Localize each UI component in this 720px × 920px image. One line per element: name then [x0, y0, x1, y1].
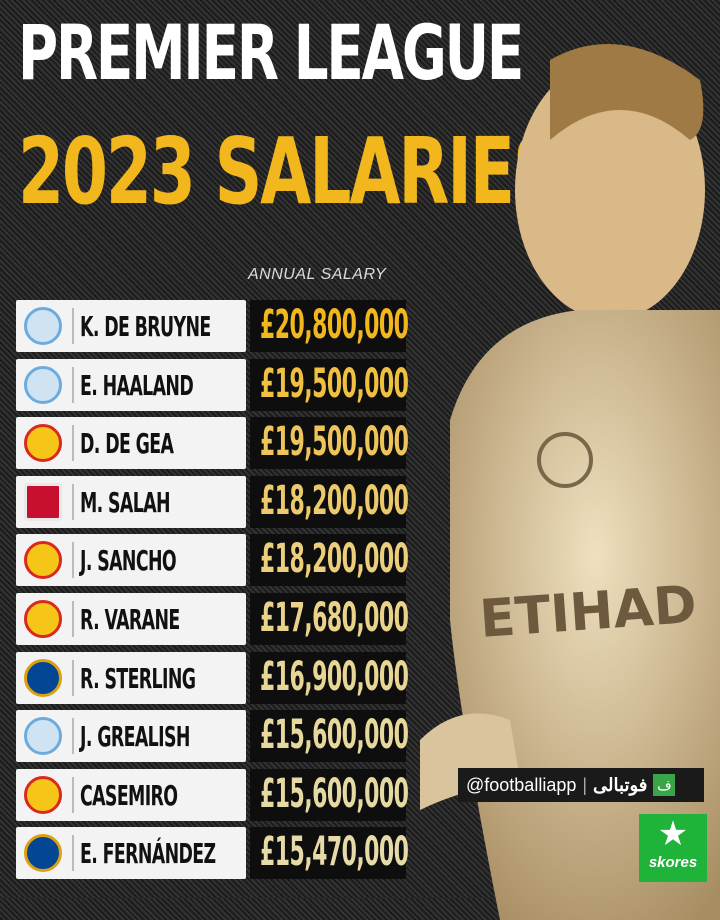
- divider: [72, 483, 74, 520]
- salary-row: E. HAALAND £19,500,000: [16, 358, 409, 411]
- player-name-box: M. SALAH: [16, 475, 246, 528]
- divider: [72, 835, 74, 872]
- salary-value: £15,470,000: [260, 829, 409, 876]
- salary-box: £18,200,000: [250, 534, 409, 587]
- player-name-box: E. HAALAND: [16, 358, 246, 411]
- salary-box: £15,600,000: [250, 710, 409, 763]
- title-line-1: PREMIER LEAGUE: [18, 8, 524, 97]
- salary-value: £15,600,000: [260, 770, 409, 817]
- player-name-box: J. SANCHO: [16, 534, 246, 587]
- salary-value: £18,200,000: [260, 477, 409, 524]
- man-utd-crest-icon: [24, 424, 62, 463]
- salary-row: R. STERLING £16,900,000: [16, 651, 409, 704]
- man-city-crest-icon: [24, 717, 62, 756]
- salary-value: £20,800,000: [260, 302, 409, 348]
- man-city-crest-icon: [24, 307, 62, 345]
- salary-box: £17,680,000: [250, 593, 409, 645]
- chelsea-crest-icon: [24, 658, 62, 697]
- skores-logo: ★ skores: [639, 814, 707, 882]
- salary-value: £19,500,000: [260, 419, 409, 466]
- watermark-handle: @footballiapp: [466, 774, 577, 795]
- footballi-logo-icon: ف: [653, 774, 676, 796]
- player-photo: ETIHAD: [420, 44, 720, 920]
- divider: [72, 776, 74, 813]
- salary-row: E. FERNÁNDEZ £15,470,000: [16, 827, 409, 880]
- skores-label: skores: [648, 854, 698, 871]
- player-name: M. SALAH: [80, 485, 171, 519]
- salary-box: £19,500,000: [250, 417, 409, 470]
- player-name-box: K. DE BRUYNE: [16, 300, 246, 352]
- player-name: J. GREALISH: [80, 720, 190, 754]
- man-utd-crest-icon: [24, 600, 62, 638]
- divider: [72, 366, 74, 403]
- salary-row: CASEMIRO £15,600,000: [16, 768, 409, 821]
- player-name-box: R. STERLING: [16, 651, 246, 704]
- salary-box: £15,600,000: [250, 768, 409, 821]
- watermark-brand: فوتبالی: [593, 774, 648, 795]
- salary-box: £19,500,000: [250, 358, 409, 411]
- salary-value: £15,600,000: [260, 712, 409, 759]
- salary-box: £20,800,000: [250, 300, 409, 352]
- title-line-2: 2023 SALARIES: [18, 118, 561, 225]
- player-name: E. HAALAND: [80, 368, 194, 402]
- player-name: J. SANCHO: [80, 544, 177, 578]
- salary-value: £18,200,000: [260, 536, 409, 583]
- player-name-box: J. GREALISH: [16, 710, 246, 763]
- salary-value: £17,680,000: [260, 595, 409, 641]
- divider: [72, 308, 74, 344]
- salary-box: £18,200,000: [250, 475, 409, 528]
- player-name-box: D. DE GEA: [16, 417, 246, 470]
- footballi-watermark: @footballiapp | فوتبالی ف: [458, 768, 704, 802]
- man-utd-crest-icon: [24, 541, 62, 580]
- liverpool-crest-icon: [24, 482, 62, 521]
- player-name: D. DE GEA: [80, 427, 174, 461]
- divider: [72, 659, 74, 696]
- player-name-box: CASEMIRO: [16, 768, 246, 821]
- divider: [72, 601, 74, 637]
- salary-row: K. DE BRUYNE £20,800,000: [16, 300, 409, 352]
- man-city-crest-icon: [24, 365, 62, 404]
- column-header-annual-salary: ANNUAL SALARY: [248, 266, 387, 283]
- salary-box: £15,470,000: [250, 827, 409, 880]
- salary-row: M. SALAH £18,200,000: [16, 475, 409, 528]
- salary-value: £19,500,000: [260, 360, 409, 407]
- salary-row: D. DE GEA £19,500,000: [16, 417, 409, 470]
- star-icon: ★: [657, 815, 689, 853]
- player-name: CASEMIRO: [80, 778, 178, 812]
- chelsea-crest-icon: [24, 834, 62, 873]
- player-name: R. VARANE: [80, 603, 180, 636]
- player-name: K. DE BRUYNE: [80, 310, 211, 343]
- divider: [72, 542, 74, 579]
- player-name: E. FERNÁNDEZ: [80, 837, 216, 871]
- salary-row: J. GREALISH £15,600,000: [16, 710, 409, 763]
- player-name-box: E. FERNÁNDEZ: [16, 827, 246, 880]
- player-name-box: R. VARANE: [16, 593, 246, 645]
- divider: [72, 425, 74, 462]
- player-name: R. STERLING: [80, 661, 196, 695]
- salary-value: £16,900,000: [260, 653, 409, 700]
- salary-box: £16,900,000: [250, 651, 409, 704]
- salary-row: J. SANCHO £18,200,000: [16, 534, 409, 587]
- divider: [72, 718, 74, 755]
- man-utd-crest-icon: [24, 775, 62, 814]
- salary-row: R. VARANE £17,680,000: [16, 593, 409, 645]
